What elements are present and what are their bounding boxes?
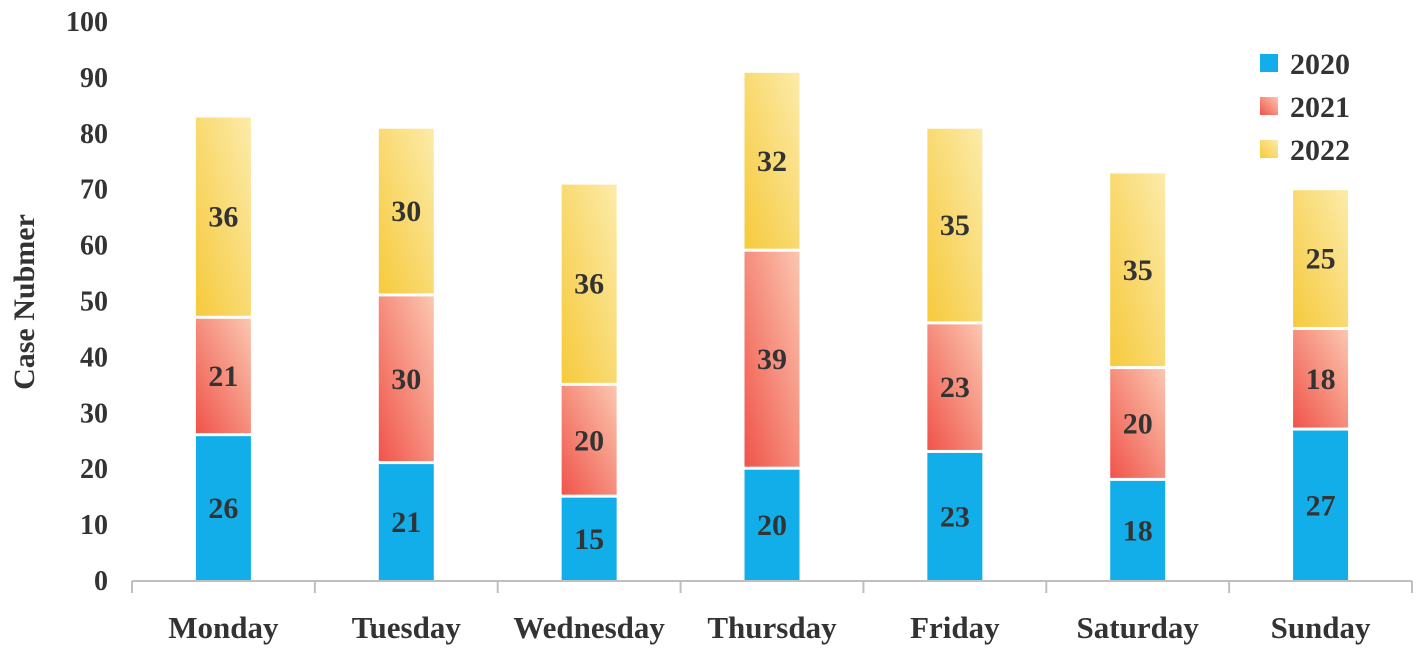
data-label: 39 [757, 343, 787, 376]
data-label: 35 [1123, 254, 1153, 287]
data-label: 20 [757, 509, 787, 542]
data-label: 27 [1306, 489, 1336, 522]
legend-label: 2020 [1290, 48, 1350, 81]
bar-2021-friday [927, 324, 983, 450]
legend-swatch [1260, 54, 1278, 72]
legend-swatch [1260, 140, 1278, 158]
y-axis-title: Case Nubmer [8, 214, 41, 390]
bar-2021-monday [195, 318, 251, 434]
bar-2022-friday [927, 128, 983, 322]
data-label: 18 [1123, 514, 1153, 547]
legend-label: 2021 [1290, 91, 1350, 124]
bar-2020-saturday [1110, 480, 1166, 580]
data-label: 23 [940, 500, 970, 533]
bar-2020-monday [195, 436, 251, 580]
bar-2020-friday [927, 452, 983, 580]
bar-2020-wednesday [561, 497, 617, 580]
y-tick-label: 40 [80, 342, 108, 373]
data-label: 21 [208, 360, 238, 393]
bar-2022-tuesday [378, 128, 434, 294]
bar-2020-sunday [1293, 430, 1349, 580]
y-tick-label: 0 [94, 566, 108, 597]
data-label: 35 [940, 209, 970, 242]
data-label: 25 [1306, 243, 1336, 276]
y-tick-label: 50 [80, 287, 108, 318]
x-tick-label: Saturday [1077, 610, 1200, 645]
y-tick-label: 70 [80, 175, 108, 206]
y-tick-label: 20 [80, 454, 108, 485]
x-tick-label: Tuesday [352, 610, 462, 645]
data-label: 36 [208, 201, 238, 234]
legend-label: 2022 [1290, 134, 1350, 167]
bar-2021-sunday [1293, 329, 1349, 428]
bar-2022-monday [195, 117, 251, 316]
bar-2022-thursday [744, 72, 800, 249]
bar-2020-tuesday [378, 464, 434, 580]
data-label: 15 [574, 523, 604, 556]
y-tick-label: 60 [80, 231, 108, 262]
data-label: 30 [391, 363, 421, 396]
x-tick-label: Friday [910, 610, 1000, 645]
y-tick-label: 90 [80, 63, 108, 94]
data-label: 18 [1306, 363, 1336, 396]
y-axis-ticks: 0 10 20 30 40 50 60 70 80 90 100 [66, 7, 108, 597]
data-label: 36 [574, 268, 604, 301]
x-tick-label: Sunday [1271, 610, 1371, 645]
data-label: 32 [757, 145, 787, 178]
x-tick-label: Monday [168, 610, 279, 645]
data-label: 23 [940, 371, 970, 404]
data-label: 26 [208, 492, 238, 525]
legend-swatch [1260, 97, 1278, 115]
legend: 2020 2021 2022 [1260, 48, 1350, 167]
data-label: 20 [574, 424, 604, 457]
bars-layer: 26 21 36 21 30 30 15 20 36 20 39 32 23 23 35 18 20 35 27 18… [195, 72, 1349, 580]
y-tick-label: 80 [80, 119, 108, 150]
x-axis: Monday Tuesday Wednesday Thursday Friday Satu… [131, 580, 1413, 645]
x-tick-label: Wednesday [513, 610, 665, 645]
data-label: 20 [1123, 407, 1153, 440]
bar-2022-sunday [1293, 190, 1349, 327]
bar-2022-saturday [1110, 173, 1166, 367]
bar-2021-saturday [1110, 369, 1166, 478]
y-tick-label: 30 [80, 398, 108, 429]
y-tick-label: 10 [80, 510, 108, 541]
data-label: 30 [391, 195, 421, 228]
bar-2021-thursday [744, 251, 800, 467]
data-label: 21 [391, 506, 421, 539]
bar-2021-wednesday [561, 385, 617, 495]
bar-2020-thursday [744, 469, 800, 580]
x-tick-label: Thursday [707, 610, 837, 645]
bar-2021-tuesday [378, 296, 434, 462]
y-tick-label: 100 [66, 7, 108, 38]
bar-2022-wednesday [561, 184, 617, 383]
